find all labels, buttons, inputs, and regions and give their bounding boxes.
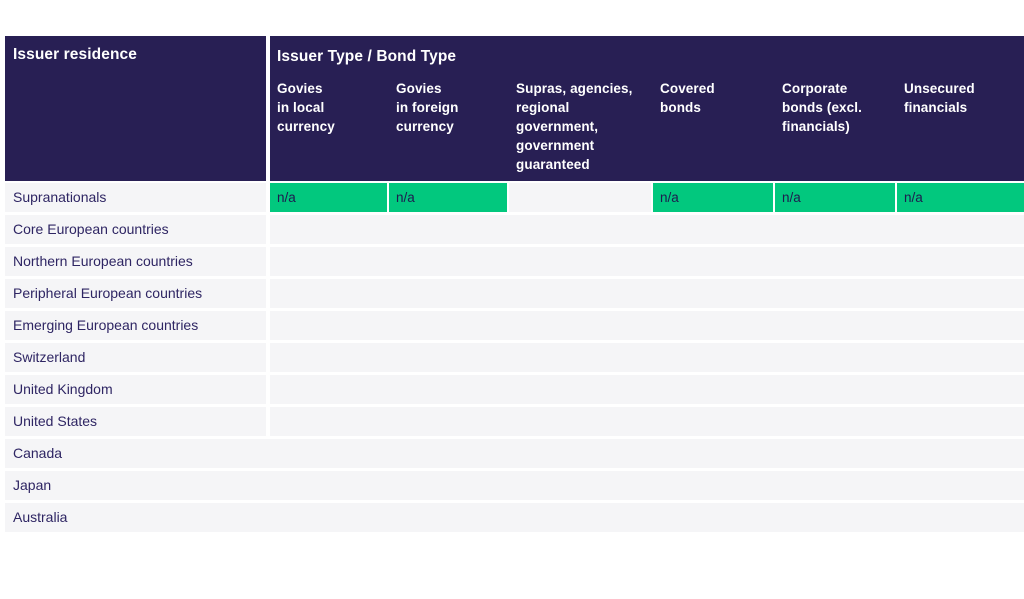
na-cell-govies-local-currency: n/a <box>270 183 387 212</box>
table-row: United Kingdom <box>5 375 1024 404</box>
row-label: Supranationals <box>5 183 266 212</box>
table-row: Supranationals n/a n/a n/a n/a n/a <box>5 183 1024 212</box>
na-cell-corporate-bonds: n/a <box>775 183 895 212</box>
row-divider <box>266 503 270 532</box>
row-empty-band <box>270 279 1024 308</box>
col-header-unsecured-financials: Unsecured financials <box>904 81 975 115</box>
col-header-covered-bonds: Covered bonds <box>660 81 715 115</box>
row-divider <box>266 311 270 340</box>
col-header-govies-local: Govies in local currency <box>277 81 335 134</box>
row-empty-band <box>270 471 1024 500</box>
row-label: Canada <box>5 439 266 468</box>
na-cell-unsecured-financials: n/a <box>897 183 1024 212</box>
col-header-supras-agencies: Supras, agencies, regional government, g… <box>516 81 633 172</box>
row-header-title: Issuer residence <box>5 36 266 181</box>
table-header: Issuer residence Issuer Type / Bond Type… <box>5 36 1024 181</box>
table-row: Emerging European countries <box>5 311 1024 340</box>
table-row: Australia <box>5 503 1024 532</box>
row-label: United Kingdom <box>5 375 266 404</box>
row-divider <box>266 439 270 468</box>
row-divider <box>266 343 270 372</box>
row-empty-band <box>270 311 1024 340</box>
table-body: Supranationals n/a n/a n/a n/a n/a Core Europe… <box>5 183 1024 532</box>
col-header-corporate-bonds: Corporate bonds (excl. financials) <box>782 81 862 134</box>
row-empty-band <box>270 375 1024 404</box>
row-empty-band <box>270 503 1024 532</box>
row-label: United States <box>5 407 266 436</box>
row-empty-band <box>270 407 1024 436</box>
row-label: Northern European countries <box>5 247 266 276</box>
table-row: Switzerland <box>5 343 1024 372</box>
na-cell-covered-bonds: n/a <box>653 183 773 212</box>
row-label: Core European countries <box>5 215 266 244</box>
row-label: Switzerland <box>5 343 266 372</box>
column-headers: Govies in local currency Govies in forei… <box>270 79 1024 174</box>
empty-cell-supras-agencies <box>509 183 651 212</box>
row-label: Australia <box>5 503 266 532</box>
row-label: Peripheral European countries <box>5 279 266 308</box>
table-row: Northern European countries <box>5 247 1024 276</box>
column-header-block: Issuer Type / Bond Type Govies in local … <box>270 36 1024 181</box>
row-divider <box>266 407 270 436</box>
col-header-govies-foreign: Govies in foreign currency <box>396 81 459 134</box>
table-row: Peripheral European countries <box>5 279 1024 308</box>
group-header-title: Issuer Type / Bond Type <box>277 48 457 65</box>
row-divider <box>266 279 270 308</box>
row-cells: n/a n/a n/a n/a n/a <box>270 183 1024 212</box>
row-empty-band <box>270 247 1024 276</box>
table-row: Core European countries <box>5 215 1024 244</box>
bond-type-table: Issuer residence Issuer Type / Bond Type… <box>5 36 1024 532</box>
row-divider <box>266 375 270 404</box>
row-label: Emerging European countries <box>5 311 266 340</box>
table-row: Canada <box>5 439 1024 468</box>
row-divider <box>266 183 270 212</box>
row-divider <box>266 471 270 500</box>
table-row: Japan <box>5 471 1024 500</box>
row-divider <box>266 215 270 244</box>
row-label: Japan <box>5 471 266 500</box>
table-row: United States <box>5 407 1024 436</box>
na-cell-govies-foreign-currency: n/a <box>389 183 507 212</box>
row-empty-band <box>270 215 1024 244</box>
row-empty-band <box>270 439 1024 468</box>
row-divider <box>266 247 270 276</box>
row-empty-band <box>270 343 1024 372</box>
